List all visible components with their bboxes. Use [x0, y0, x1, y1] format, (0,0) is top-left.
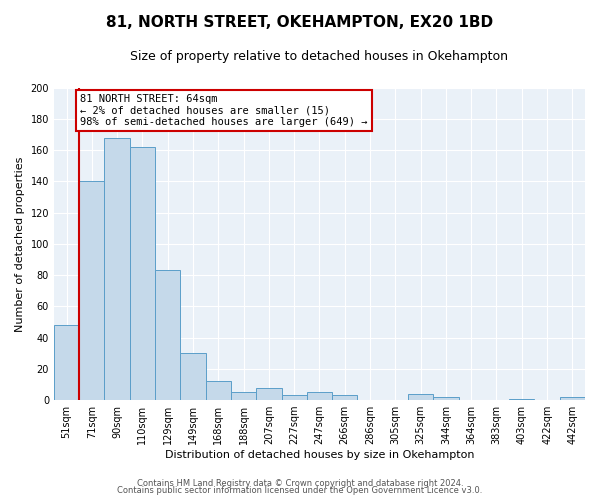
Title: Size of property relative to detached houses in Okehampton: Size of property relative to detached ho…	[130, 50, 508, 63]
Bar	[560, 397, 585, 400]
X-axis label: Distribution of detached houses by size in Okehampton: Distribution of detached houses by size …	[165, 450, 474, 460]
Bar	[181, 353, 206, 400]
Bar	[256, 388, 281, 400]
Y-axis label: Number of detached properties: Number of detached properties	[15, 156, 25, 332]
Bar	[231, 392, 256, 400]
Bar	[54, 325, 79, 400]
Text: 81, NORTH STREET, OKEHAMPTON, EX20 1BD: 81, NORTH STREET, OKEHAMPTON, EX20 1BD	[106, 15, 494, 30]
Bar	[332, 396, 358, 400]
Bar	[79, 182, 104, 400]
Text: 81 NORTH STREET: 64sqm
← 2% of detached houses are smaller (15)
98% of semi-deta: 81 NORTH STREET: 64sqm ← 2% of detached …	[80, 94, 368, 127]
Bar	[281, 396, 307, 400]
Bar	[130, 147, 155, 400]
Text: Contains public sector information licensed under the Open Government Licence v3: Contains public sector information licen…	[118, 486, 482, 495]
Bar	[433, 397, 458, 400]
Bar	[104, 138, 130, 400]
Text: Contains HM Land Registry data © Crown copyright and database right 2024.: Contains HM Land Registry data © Crown c…	[137, 478, 463, 488]
Bar	[155, 270, 181, 400]
Bar	[307, 392, 332, 400]
Bar	[206, 382, 231, 400]
Bar	[509, 398, 535, 400]
Bar	[408, 394, 433, 400]
